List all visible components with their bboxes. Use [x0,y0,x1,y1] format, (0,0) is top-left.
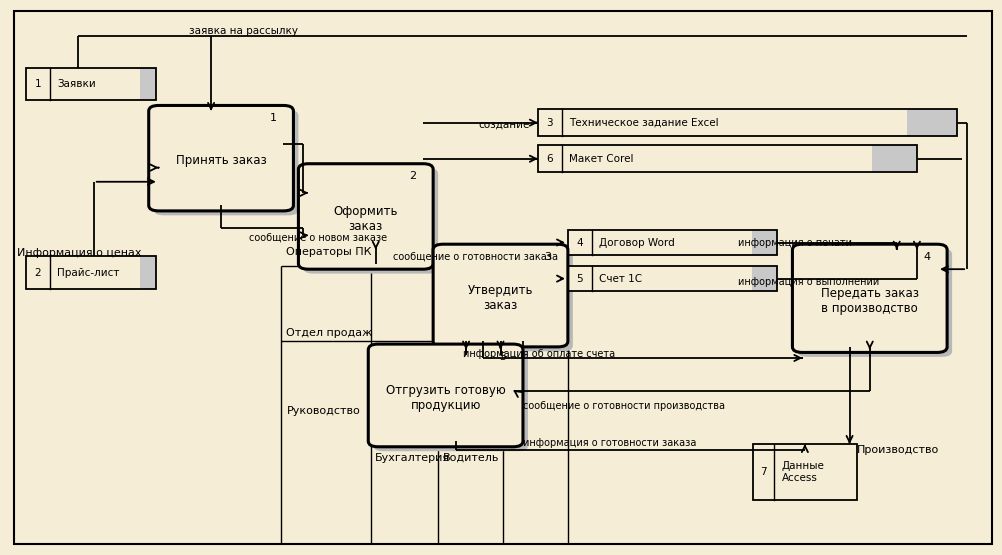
FancyBboxPatch shape [793,244,947,352]
Bar [26,256,140,289]
Bar [26,256,155,289]
Bar [538,109,907,136]
Text: Информация о ценах: Информация о ценах [17,248,141,258]
Text: 3: 3 [547,118,553,128]
Text: Водитель: Водитель [443,453,500,463]
Text: 2: 2 [409,171,416,181]
Bar [753,444,858,500]
Text: сообщение о готовности производства: сообщение о готовности производства [523,401,725,411]
Text: Операторы ПК: Операторы ПК [287,247,372,257]
Text: сообщение о новом заказе: сообщение о новом заказе [248,233,387,243]
FancyBboxPatch shape [153,110,299,215]
Bar [568,266,778,291]
Text: 4: 4 [576,238,583,248]
Bar [568,266,753,291]
Text: Отгрузить готовую
продукцию: Отгрузить готовую продукцию [386,384,505,412]
Bar [538,145,917,172]
Bar [538,109,957,136]
Text: информация о готовности заказа: информация о готовности заказа [523,438,696,448]
Bar [26,68,155,100]
Text: Счет 1С: Счет 1С [599,274,642,284]
Text: 3: 3 [544,252,551,262]
Bar [26,68,140,100]
Bar [568,266,778,291]
Bar [568,230,778,255]
Text: Договор Word: Договор Word [599,238,674,248]
Text: сообщение о готовности заказа: сообщение о готовности заказа [393,251,558,261]
Text: 1: 1 [270,113,277,123]
Bar [538,145,917,172]
Bar [568,230,778,255]
Text: Отдел продаж: Отдел продаж [287,328,373,338]
Text: Производство: Производство [858,445,940,455]
Text: Утвердить
заказ: Утвердить заказ [468,284,533,312]
Text: информация об оплате счета: информация об оплате счета [463,349,615,359]
Text: Прайс-лист: Прайс-лист [57,268,119,278]
Text: информация о выполнении: информация о выполнении [737,277,879,287]
FancyBboxPatch shape [433,244,568,347]
Text: 5: 5 [499,352,506,362]
Text: Передать заказ
в производство: Передать заказ в производство [821,287,919,315]
FancyBboxPatch shape [304,168,438,274]
FancyBboxPatch shape [299,164,433,269]
Text: 7: 7 [761,467,767,477]
Text: заявка на рассылку: заявка на рассылку [188,26,298,36]
Text: 6: 6 [547,154,553,164]
FancyBboxPatch shape [798,249,952,357]
Text: информация о печати: информация о печати [737,238,852,248]
Bar [538,145,872,172]
FancyBboxPatch shape [148,105,294,211]
Text: Техническое задание Excel: Техническое задание Excel [569,118,718,128]
Text: 1: 1 [35,79,41,89]
Bar [568,230,753,255]
Text: Макет Corel: Макет Corel [569,154,633,164]
Text: Заявки: Заявки [57,79,95,89]
Text: Принять заказ: Принять заказ [175,154,267,168]
FancyBboxPatch shape [369,344,523,447]
Bar [538,109,957,136]
Text: создание: создание [478,120,529,130]
FancyBboxPatch shape [374,349,528,451]
Text: Данные
Access: Данные Access [782,461,825,482]
Text: 4: 4 [923,252,930,262]
Bar [26,68,155,100]
Text: Бухгалтерия: Бухгалтерия [376,453,450,463]
Text: Руководство: Руководство [287,406,360,416]
Text: 2: 2 [35,268,41,278]
Text: Оформить
заказ: Оформить заказ [334,205,398,233]
Text: 5: 5 [576,274,583,284]
FancyBboxPatch shape [438,249,573,351]
Bar [26,256,155,289]
